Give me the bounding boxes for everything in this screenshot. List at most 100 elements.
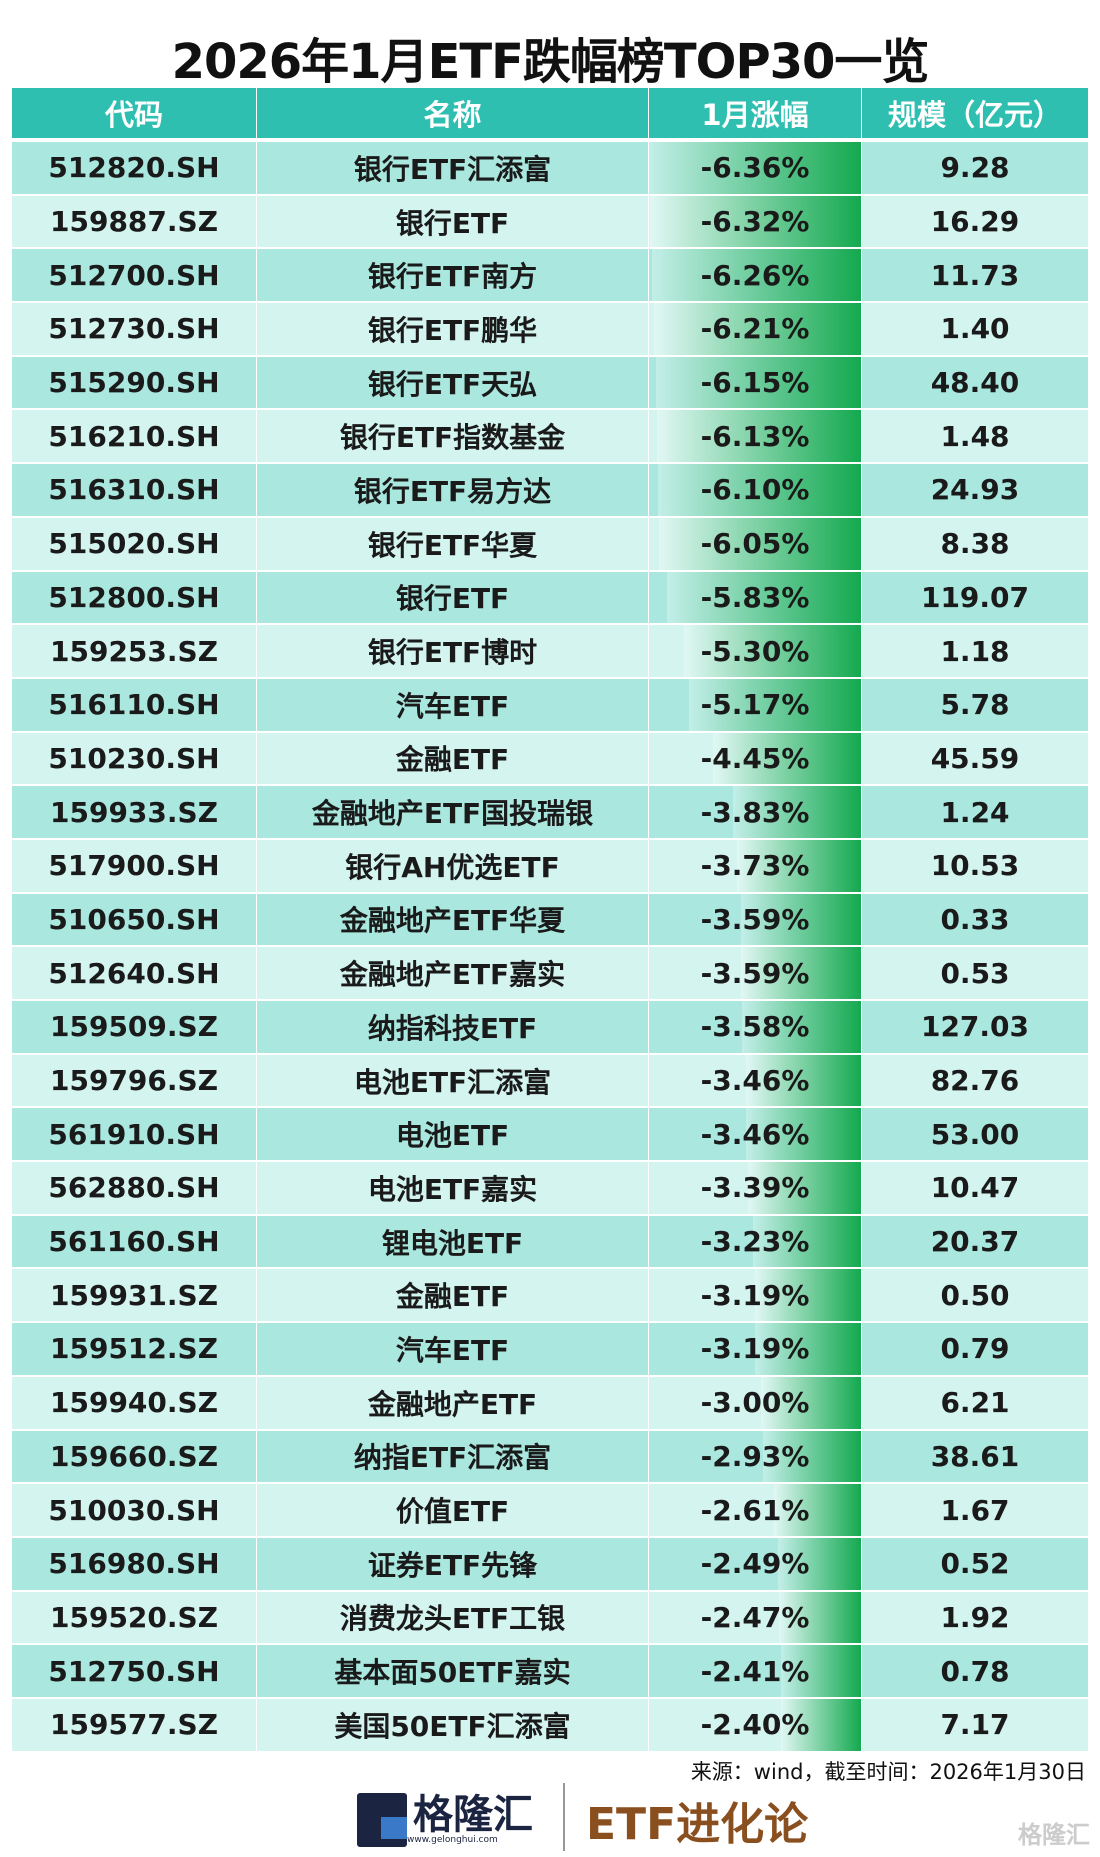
cell-code: 516210.SH — [12, 410, 256, 463]
cell-size: 127.03 — [862, 1001, 1088, 1053]
cell-code: 159660.SZ — [12, 1430, 256, 1483]
cell-size: 82.76 — [862, 1054, 1088, 1107]
name-text: 金融地产ETF嘉实 — [339, 958, 566, 992]
cell-name: 证券ETF先锋 — [257, 1537, 648, 1590]
cell-name: 电池ETF汇添富 — [257, 1054, 648, 1107]
table-row: 516310.SH 银行ETF易方达 -6.10% 24.93 — [12, 464, 1088, 516]
cell-code: 561910.SH — [12, 1108, 256, 1161]
change-bar — [659, 517, 861, 570]
cell-change: -3.73% — [649, 839, 861, 892]
cell-change: -6.36% — [649, 142, 861, 194]
size-text: 0.78 — [940, 1654, 1010, 1688]
name-text: 纳指ETF汇添富 — [353, 1441, 552, 1475]
cell-size: 1.18 — [862, 625, 1088, 677]
change-bar — [688, 678, 861, 731]
cell-size: 7.17 — [862, 1698, 1088, 1751]
size-text: 10.47 — [930, 1171, 1020, 1205]
table-row: 159512.SZ 汽车ETF -3.19% 0.79 — [12, 1323, 1088, 1375]
code-text: 159509.SZ — [50, 1010, 218, 1044]
cell-change: -6.10% — [649, 464, 861, 516]
cell-name: 银行ETF — [257, 195, 648, 248]
change-bar — [684, 625, 861, 677]
cell-change: -3.19% — [649, 1269, 861, 1322]
change-text: -3.00% — [700, 1386, 810, 1420]
cell-size: 1.40 — [862, 303, 1088, 355]
change-bar — [654, 303, 861, 355]
cell-name: 金融ETF — [257, 1269, 648, 1322]
name-text: 美国50ETF汇添富 — [334, 1709, 571, 1743]
change-bar — [649, 142, 861, 194]
cell-name: 价值ETF — [257, 1484, 648, 1536]
code-text: 159796.SZ — [50, 1064, 218, 1098]
change-bar — [712, 732, 861, 785]
code-text: 512640.SH — [48, 956, 220, 990]
code-text: 512800.SH — [48, 580, 220, 614]
size-text: 1.40 — [940, 312, 1010, 346]
table-row: 159931.SZ 金融ETF -3.19% 0.50 — [12, 1269, 1088, 1322]
cell-name: 银行ETF南方 — [257, 249, 648, 302]
cell-change: -3.19% — [649, 1323, 861, 1375]
name-text: 金融ETF — [395, 743, 510, 777]
cell-code: 510230.SH — [12, 732, 256, 785]
cell-name: 金融地产ETF — [257, 1376, 648, 1429]
change-text: -2.93% — [700, 1439, 810, 1473]
change-text: -3.73% — [700, 849, 810, 883]
cell-code: 159512.SZ — [12, 1323, 256, 1375]
code-text: 512700.SH — [48, 258, 220, 292]
change-bar — [754, 1269, 861, 1322]
size-text: 1.67 — [940, 1493, 1010, 1527]
gelonghui-logo: 格隆汇 www.gelonghui.com — [357, 1793, 533, 1847]
table-row: 517900.SH 银行AH优选ETF -3.73% 10.53 — [12, 839, 1088, 892]
cell-change: -6.15% — [649, 356, 861, 409]
change-bar — [652, 249, 861, 302]
cell-name: 汽车ETF — [257, 1323, 648, 1375]
cell-size: 8.38 — [862, 517, 1088, 570]
cell-code: 512730.SH — [12, 303, 256, 355]
cell-code: 516310.SH — [12, 464, 256, 516]
cell-size: 6.21 — [862, 1376, 1088, 1429]
code-text: 159577.SZ — [50, 1708, 218, 1742]
code-text: 159887.SZ — [50, 205, 218, 239]
name-text: 纳指科技ETF — [367, 1011, 538, 1045]
table-row: 159887.SZ 银行ETF -6.32% 16.29 — [12, 195, 1088, 248]
size-text: 48.40 — [930, 366, 1020, 400]
cell-code: 159509.SZ — [12, 1001, 256, 1053]
cell-change: -3.58% — [649, 1001, 861, 1053]
change-bar — [780, 1645, 861, 1697]
cell-name: 锂电池ETF — [257, 1215, 648, 1268]
table-row: 515290.SH 银行ETF天弘 -6.15% 48.40 — [12, 356, 1088, 409]
table-row: 516980.SH 证券ETF先锋 -2.49% 0.52 — [12, 1537, 1088, 1590]
code-text: 510650.SH — [48, 902, 220, 936]
change-bar — [774, 1484, 861, 1536]
cell-change: -5.30% — [649, 625, 861, 677]
cell-name: 电池ETF嘉实 — [257, 1162, 648, 1214]
size-text: 1.24 — [940, 795, 1010, 829]
cell-code: 515290.SH — [12, 356, 256, 409]
code-text: 159253.SZ — [50, 634, 218, 668]
change-bar — [741, 1001, 861, 1053]
table-row: 512730.SH 银行ETF鹏华 -6.21% 1.40 — [12, 303, 1088, 355]
code-text: 516210.SH — [48, 419, 220, 453]
cell-size: 9.28 — [862, 142, 1088, 194]
table-row: 512820.SH 银行ETF汇添富 -6.36% 9.28 — [12, 142, 1088, 194]
cell-size: 0.33 — [862, 893, 1088, 946]
cell-size: 1.92 — [862, 1591, 1088, 1644]
table-row: 510650.SH 金融地产ETF华夏 -3.59% 0.33 — [12, 893, 1088, 946]
change-text: -2.47% — [700, 1600, 810, 1634]
change-text: -3.19% — [700, 1332, 810, 1366]
table-row: 512750.SH 基本面50ETF嘉实 -2.41% 0.78 — [12, 1645, 1088, 1697]
cell-code: 517900.SH — [12, 839, 256, 892]
cell-size: 0.78 — [862, 1645, 1088, 1697]
cell-size: 45.59 — [862, 732, 1088, 785]
cell-name: 银行ETF汇添富 — [257, 142, 648, 194]
cell-size: 119.07 — [862, 571, 1088, 624]
cell-name: 金融地产ETF国投瑞银 — [257, 786, 648, 838]
name-text: 金融ETF — [395, 1280, 510, 1314]
code-text: 159933.SZ — [50, 795, 218, 829]
cell-size: 0.52 — [862, 1537, 1088, 1590]
size-text: 119.07 — [920, 580, 1030, 614]
name-text: 电池ETF汇添富 — [353, 1065, 552, 1099]
cell-change: -3.39% — [649, 1162, 861, 1214]
name-text: 银行ETF鹏华 — [367, 313, 538, 347]
cell-code: 159933.SZ — [12, 786, 256, 838]
